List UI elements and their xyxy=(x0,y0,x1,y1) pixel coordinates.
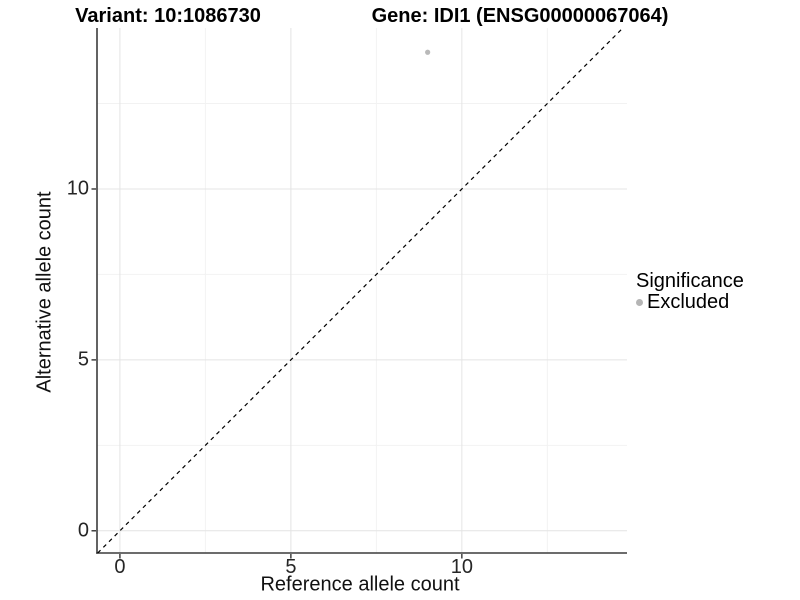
identity-dashed-line xyxy=(97,27,624,554)
plot-title-variant: Variant: 10:1086730 xyxy=(75,5,261,27)
legend: Significance Excluded xyxy=(636,270,744,313)
data-point xyxy=(425,49,431,55)
x-tick-label: 5 xyxy=(285,556,297,578)
y-tick-label: 5 xyxy=(77,348,89,371)
x-tick-label: 10 xyxy=(450,556,473,578)
y-tick-label: 0 xyxy=(77,519,89,542)
legend-item-label: Excluded xyxy=(647,291,730,313)
y-tick-label: 10 xyxy=(66,177,89,200)
legend-title: Significance xyxy=(636,270,744,292)
x-axis-label: Reference allele count xyxy=(260,573,460,596)
plot-title-gene: Gene: IDI1 (ENSG00000067064) xyxy=(371,5,669,27)
y-axis-label: Alternative allele count xyxy=(33,191,56,393)
legend-point-icon xyxy=(636,299,643,306)
legend-item-excluded: Excluded xyxy=(636,292,744,313)
x-tick-label: 0 xyxy=(114,556,126,578)
